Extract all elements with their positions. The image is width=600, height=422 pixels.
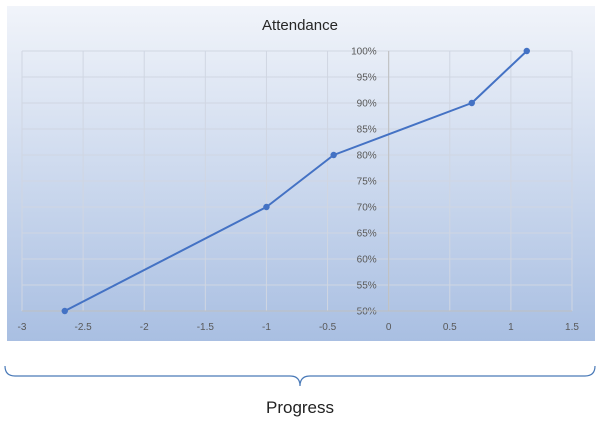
data-point	[330, 151, 337, 159]
y-tick-label: 60%	[357, 255, 377, 266]
y-tick-label: 70%	[357, 203, 377, 214]
progress-brace	[4, 365, 596, 387]
x-tick-label: -2.5	[74, 322, 92, 333]
y-tick-label: 55%	[357, 281, 377, 292]
chart-title: Attendance	[262, 17, 338, 34]
x-tick-label: -1	[262, 322, 271, 333]
chart-area-background	[7, 6, 595, 341]
x-tick-label: 0	[386, 322, 392, 333]
y-tick-label: 100%	[351, 47, 377, 58]
data-point	[523, 47, 530, 55]
y-tick-label: 95%	[357, 73, 377, 84]
y-tick-label: 80%	[357, 151, 377, 162]
y-tick-label: 50%	[357, 307, 377, 318]
x-tick-label: -3	[18, 322, 27, 333]
x-tick-label: 0.5	[443, 322, 457, 333]
x-tick-label: 1.5	[565, 322, 579, 333]
y-tick-label: 75%	[357, 177, 377, 188]
axes: 50% 55% 60% 65% 70% 75% 80% 85% 90% 95% 100% -3 -2.5…	[18, 47, 580, 334]
y-tick-label: 65%	[357, 229, 377, 240]
data-point	[263, 203, 270, 211]
x-tick-label: 1	[508, 322, 514, 333]
progress-label: Progress	[265, 398, 335, 417]
attendance-series	[61, 47, 530, 315]
x-tick-label: -2	[140, 322, 149, 333]
x-tick-label: -0.5	[319, 322, 337, 333]
data-point	[468, 99, 475, 107]
data-point	[61, 307, 68, 315]
y-tick-label: 85%	[357, 125, 377, 136]
y-tick-label: 90%	[357, 99, 377, 110]
x-tick-label: -1.5	[197, 322, 215, 333]
brace-path	[4, 365, 596, 387]
